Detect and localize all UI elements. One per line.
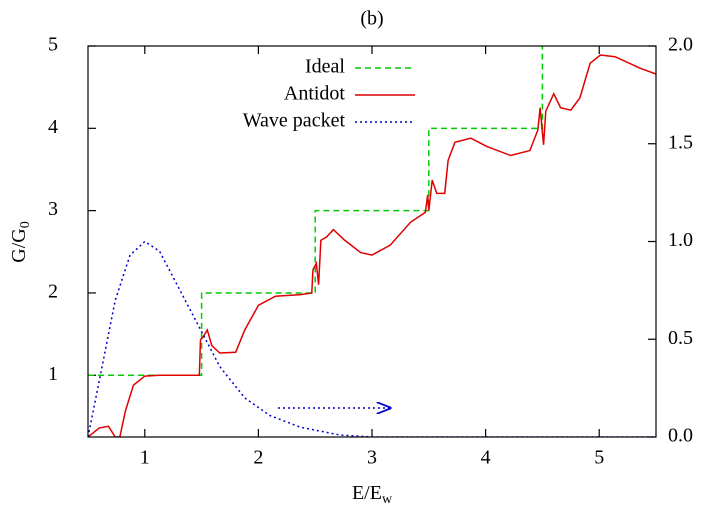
x-axis-label-main: E/E bbox=[352, 482, 382, 504]
x-tick-label: 3 bbox=[367, 447, 377, 469]
y2-tick-label: 1.0 bbox=[668, 229, 693, 251]
legend-label: Ideal bbox=[305, 56, 345, 78]
series-line bbox=[88, 240, 656, 437]
y2-tick-label: 2.0 bbox=[668, 34, 693, 56]
series-line bbox=[88, 54, 656, 437]
x-tick-label: 2 bbox=[253, 447, 263, 469]
series-line bbox=[88, 46, 544, 377]
y-tick-label: 3 bbox=[48, 198, 58, 220]
x-tick-label: 4 bbox=[481, 447, 491, 469]
y-axis-label: G/G0 bbox=[8, 221, 34, 262]
x-tick-label: 5 bbox=[594, 447, 604, 469]
x-tick-label: 1 bbox=[140, 447, 150, 469]
y-tick-label: 2 bbox=[48, 281, 58, 303]
legend-label: Antidot bbox=[284, 83, 346, 105]
y-tick-label: 1 bbox=[48, 363, 58, 385]
y-tick-label: 5 bbox=[48, 34, 58, 56]
y-axis-label-main: G/G bbox=[8, 228, 30, 262]
plot-area bbox=[88, 46, 656, 437]
y-tick-label: 4 bbox=[48, 116, 58, 138]
x-axis-label-sub: w bbox=[382, 492, 393, 507]
x-axis-label: E/Ew bbox=[352, 482, 393, 508]
y2-tick-label: 0.5 bbox=[668, 327, 693, 349]
y2-tick-label: 0.0 bbox=[668, 425, 693, 447]
plot-frame bbox=[87, 45, 657, 438]
chart-title: (b) bbox=[360, 8, 383, 30]
legend-label: Wave packet bbox=[243, 110, 346, 132]
y-axis-label-sub: 0 bbox=[18, 221, 33, 228]
y2-tick-label: 1.5 bbox=[668, 131, 693, 153]
